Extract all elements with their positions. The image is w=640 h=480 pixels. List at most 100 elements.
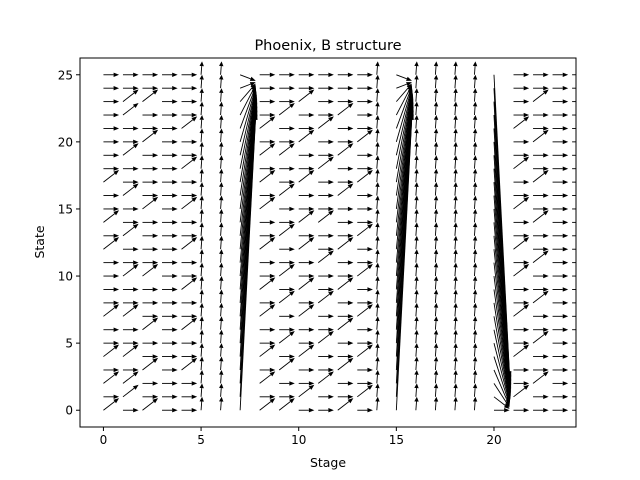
- arrow-shaft: [434, 307, 437, 317]
- arrow-head: [269, 394, 276, 400]
- arrow-head: [191, 317, 198, 323]
- arrow-head: [269, 327, 276, 332]
- arrow-head: [472, 276, 478, 281]
- arrow-head: [113, 371, 120, 377]
- arrow-head: [433, 249, 439, 255]
- arrow-shaft: [513, 347, 526, 357]
- arrow-head: [414, 61, 419, 67]
- arrow-head: [152, 287, 159, 292]
- arrow-head: [308, 233, 315, 238]
- arrow-head: [472, 316, 478, 322]
- arrow-shaft: [200, 227, 203, 236]
- arrow-shaft: [376, 119, 378, 129]
- arrow-head: [472, 302, 478, 308]
- arrow-head: [523, 153, 530, 158]
- arrow-head: [367, 129, 373, 135]
- arrow-head: [152, 126, 159, 131]
- arrow-head: [523, 193, 530, 198]
- arrow-head: [375, 222, 380, 228]
- arrow-shaft: [142, 199, 155, 210]
- arrow-head: [308, 300, 315, 306]
- arrow-head: [172, 220, 178, 225]
- arrow-shaft: [200, 374, 203, 384]
- arrow-head: [269, 139, 276, 145]
- arrow-head: [367, 384, 373, 390]
- arrow-head: [562, 193, 569, 198]
- arrow-shaft: [395, 92, 411, 142]
- arrow-shaft: [474, 334, 476, 344]
- arrow-head: [172, 99, 178, 104]
- arrow-head: [172, 394, 178, 400]
- arrow-shaft: [454, 106, 457, 116]
- arrow-shaft: [220, 66, 222, 75]
- arrow-shaft: [337, 280, 350, 290]
- arrow-head: [289, 72, 295, 77]
- arrow-shaft: [415, 133, 417, 142]
- arrow-shaft: [434, 374, 437, 384]
- arrow-shaft: [239, 95, 256, 169]
- arrow-head: [133, 340, 139, 346]
- arrow-head: [562, 367, 569, 373]
- arrow-head: [308, 304, 315, 310]
- arrow-shaft: [474, 361, 476, 371]
- arrow-shaft: [415, 361, 417, 371]
- arrow-shaft: [434, 227, 437, 236]
- arrow-head: [375, 356, 380, 362]
- arrow-head: [152, 89, 159, 95]
- arrow-head: [523, 260, 530, 265]
- arrow-shaft: [357, 173, 369, 183]
- arrow-shaft: [376, 401, 378, 411]
- arrow-head: [199, 208, 204, 214]
- arrow-head: [113, 193, 120, 198]
- arrow-shaft: [493, 356, 509, 400]
- arrow-field: [103, 61, 576, 413]
- arrow-head: [433, 155, 439, 161]
- arrow-shaft: [474, 92, 476, 102]
- arrow-shaft: [298, 173, 311, 183]
- arrow-head: [472, 369, 478, 375]
- arrow-head: [347, 300, 354, 306]
- arrow-head: [347, 72, 354, 77]
- arrow-shaft: [103, 213, 115, 223]
- arrow-shaft: [200, 200, 203, 209]
- arrow-head: [289, 354, 295, 359]
- arrow-head: [191, 156, 198, 162]
- arrow-head: [289, 394, 295, 400]
- arrow-shaft: [454, 173, 457, 183]
- arrow-head: [453, 249, 458, 255]
- arrow-head: [199, 61, 204, 67]
- arrow-head: [328, 206, 334, 212]
- arrow-head: [172, 354, 178, 359]
- arrow-shaft: [376, 334, 378, 344]
- arrow-head: [542, 331, 549, 337]
- arrow-head: [375, 316, 380, 322]
- arrow-head: [414, 155, 419, 161]
- arrow-head: [347, 99, 354, 104]
- arrow-shaft: [434, 106, 437, 116]
- arrow-head: [113, 367, 120, 373]
- arrow-head: [132, 304, 139, 310]
- arrow-head: [152, 166, 159, 171]
- arrow-shaft: [395, 99, 412, 210]
- arrow-head: [308, 89, 315, 95]
- arrow-shaft: [220, 92, 222, 102]
- arrow-shaft: [434, 133, 437, 142]
- arrow-shaft: [142, 92, 155, 102]
- arrow-shaft: [357, 307, 369, 317]
- arrow-head: [375, 101, 380, 107]
- arrow-head: [414, 115, 419, 120]
- arrow-head: [562, 112, 569, 118]
- arrow-shaft: [395, 102, 412, 236]
- arrow-head: [367, 206, 373, 212]
- arrow-head: [172, 153, 178, 158]
- arrow-head: [414, 302, 419, 308]
- arrow-shaft: [474, 213, 476, 223]
- arrow-head: [375, 155, 380, 161]
- arrow-head: [269, 237, 276, 243]
- arrow-head: [414, 369, 419, 375]
- arrow-head: [133, 220, 139, 225]
- arrow-head: [172, 166, 178, 171]
- arrow-shaft: [434, 66, 437, 75]
- x-axis-label: Stage: [310, 455, 346, 470]
- arrow-shaft: [493, 329, 509, 397]
